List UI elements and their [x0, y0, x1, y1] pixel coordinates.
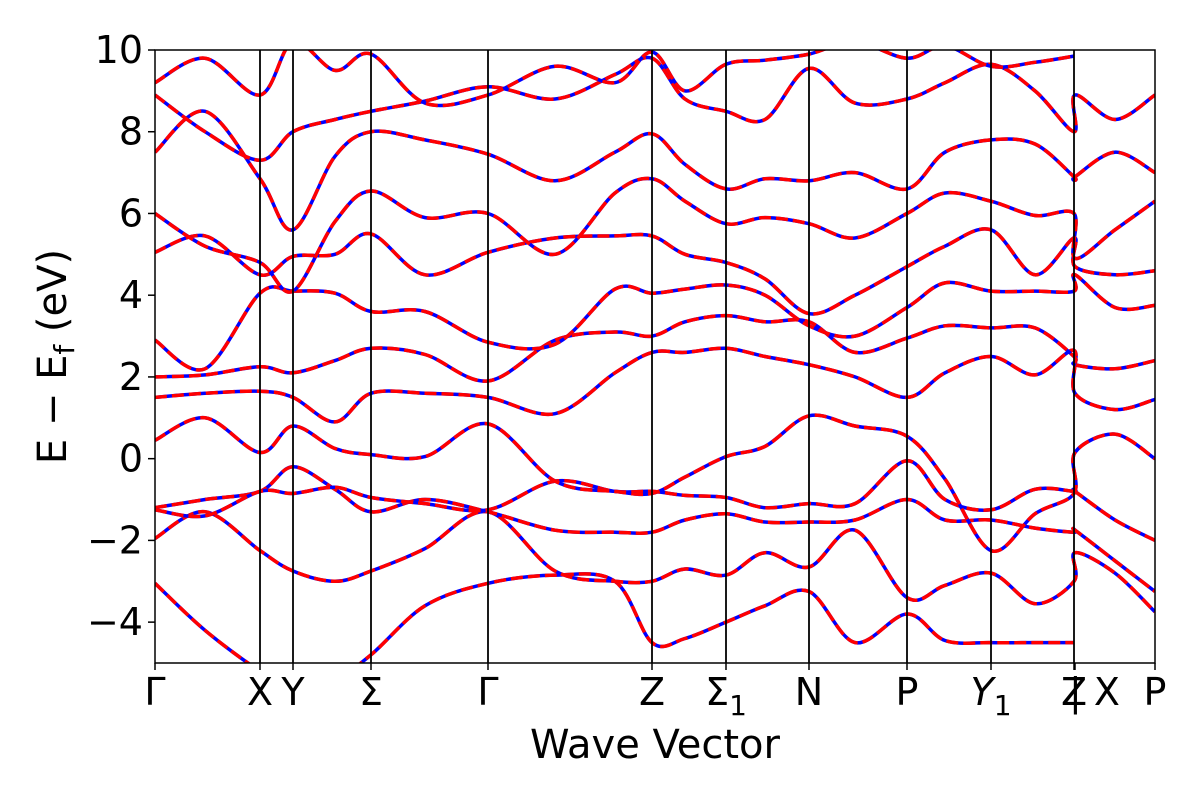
band-11-overlay-line [155, 109, 1155, 232]
band-10-overlay-line [155, 176, 1155, 294]
x-tick-label-2: X [247, 670, 273, 714]
y-tick-label-7: 8 [119, 110, 143, 154]
kpoint-lines-layer [259, 50, 1075, 663]
y-axis-title-sub: f [48, 344, 81, 355]
y-tick-label-4: 2 [119, 355, 143, 399]
y-tick-label-6: 6 [119, 191, 143, 235]
y-tick-label-2: −2 [87, 518, 143, 562]
y-tick-label-3: 0 [119, 437, 143, 481]
x-axis-title: Wave Vector [530, 722, 781, 768]
bands-layer [155, 50, 1155, 663]
band-12-reference-line [155, 55, 1155, 163]
x-tick-label-9: P [896, 670, 919, 714]
band-2-overlay-line [155, 509, 1155, 614]
band-1-overlay-line [155, 572, 1074, 663]
x-tick-label-8: N [795, 670, 823, 714]
x-tick-label-6: Z [639, 670, 665, 714]
band-8-overlay-line [155, 272, 1155, 372]
plot-frame [154, 49, 1156, 664]
band-3-overlay-line [155, 465, 1155, 593]
band-4-reference-line [155, 458, 1155, 542]
band-5-overlay-line [155, 413, 1155, 553]
y-axis-ticks: −4 −2 0 2 4 6 8 10 [87, 28, 155, 644]
band-3-reference-line [155, 465, 1155, 593]
x-tick-label-13: P [1144, 670, 1167, 714]
band-8-reference-line [155, 272, 1155, 372]
x-tick-label-10: Y1 [970, 670, 1011, 722]
y-tick-label-1: −4 [87, 600, 143, 644]
band-6-overlay-line [155, 346, 1155, 424]
x-tick-label-3: Y [280, 670, 305, 714]
x-tick-label-5: Γ [477, 670, 498, 714]
x-tick-label-7: Σ1 [705, 670, 747, 722]
x-tick-label-1: Γ [144, 670, 165, 714]
y-tick-label-8: 10 [95, 28, 143, 72]
band-2-reference-line [155, 509, 1155, 614]
band-7-overlay-line [155, 313, 1155, 383]
band-9-overlay-line [155, 227, 1155, 316]
y-axis-title-main: E − E [30, 355, 76, 465]
band-12-overlay-line [155, 55, 1155, 163]
x-tick-label-4: Σ [359, 670, 383, 714]
y-axis-title-unit: (eV) [30, 249, 76, 345]
x-tick-label-11: Z [1061, 670, 1087, 714]
band-9-reference-line [155, 227, 1155, 316]
band-4-overlay-line [155, 458, 1155, 542]
y-tick-label-5: 4 [119, 273, 143, 317]
y-axis-title: E − Ef (eV) [30, 249, 81, 464]
x-tick-label-12: | X [1069, 670, 1120, 715]
